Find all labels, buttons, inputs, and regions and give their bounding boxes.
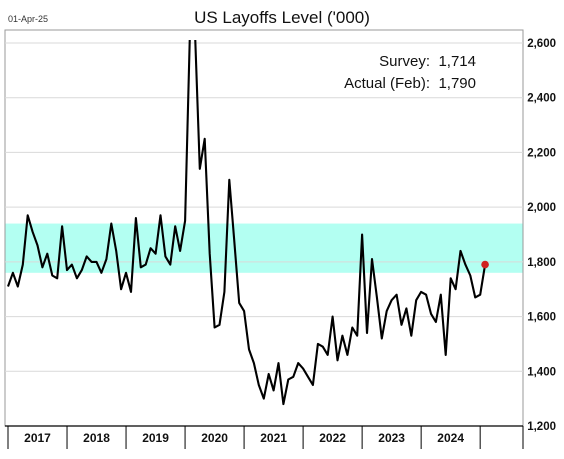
date-stamp: 01-Apr-25 xyxy=(8,14,48,24)
y-tick-label: 1,800 xyxy=(527,257,556,269)
y-tick-label: 1,200 xyxy=(527,421,556,433)
x-tick-label: 2022 xyxy=(319,431,346,445)
shaded-band xyxy=(5,223,523,273)
x-tick-label: 2017 xyxy=(24,431,51,445)
x-tick-label: 2019 xyxy=(142,431,169,445)
x-tick-label: 2018 xyxy=(83,431,110,445)
y-axis-ticks: 1,200 1,400 1,600 1,800 2,000 2,200 2,400 2,600 xyxy=(527,38,556,433)
survey-label: Survey: xyxy=(379,53,430,70)
series-line xyxy=(7,40,487,406)
y-tick-label: 1,600 xyxy=(527,312,556,324)
x-tick-label: 2023 xyxy=(378,431,405,445)
x-tick-label: 2020 xyxy=(201,431,228,445)
series-line-layer xyxy=(7,40,489,406)
latest-point-marker xyxy=(481,260,489,269)
y-tick-label: 2,600 xyxy=(527,38,556,50)
y-tick-label: 2,000 xyxy=(527,202,556,214)
shaded-band-layer xyxy=(5,223,523,273)
actual-value: 1,790 xyxy=(438,75,476,92)
y-tick-label: 2,200 xyxy=(527,147,556,159)
annotation-box: Survey: 1,714 Actual (Feb): 1,790 xyxy=(344,53,476,92)
y-tick-label: 2,400 xyxy=(527,93,556,105)
x-axis-ticks: 2017 2018 2019 2020 2021 2022 2023 2024 xyxy=(7,426,524,449)
survey-value: 1,714 xyxy=(438,53,476,70)
x-tick-label: 2021 xyxy=(260,431,287,445)
chart-title: US Layoffs Level ('000) xyxy=(194,8,370,27)
y-tick-label: 1,400 xyxy=(527,366,556,378)
x-tick-label: 2024 xyxy=(437,431,464,445)
actual-label: Actual (Feb): xyxy=(344,75,430,92)
